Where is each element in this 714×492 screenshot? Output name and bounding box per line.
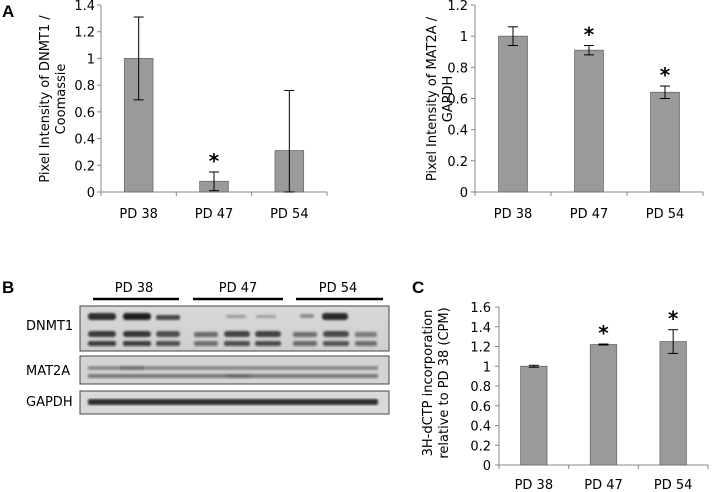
- panel-label-a: A: [2, 2, 14, 21]
- y-tick-label: 0.6: [470, 400, 491, 415]
- y-tick-label: 0.8: [447, 61, 468, 76]
- y-tick-label: 0.2: [447, 155, 468, 170]
- y-tick-label: 0.6: [447, 93, 468, 108]
- y-tick-label: 0: [483, 459, 491, 474]
- y-axis-label-line: Coomassie: [54, 64, 69, 135]
- y-tick-label: 0.8: [470, 380, 491, 395]
- gapdh-bands: [88, 399, 378, 405]
- category-label: PD 47: [570, 207, 609, 222]
- bar: [589, 344, 618, 466]
- dnmt1-bands: [88, 313, 377, 346]
- incorporation-chart: 0 0.2 0.4 0.6 0.8 1 1.2 1.4 1.6 PD 38 * PD 47 * PD 54…: [421, 301, 709, 492]
- y-tick-label: 0: [87, 186, 95, 201]
- bar: [659, 341, 687, 466]
- blot-row-label: MAT2A: [26, 364, 70, 379]
- y-tick-label: 0.2: [470, 439, 491, 454]
- category-label: PD 54: [646, 207, 685, 222]
- y-tick-label: 0.4: [470, 420, 491, 435]
- bar: [574, 49, 604, 193]
- significance-star: *: [668, 307, 679, 331]
- y-axis-label-line: Pixel Intensity of DNMT1 /: [38, 15, 53, 183]
- y-tick-label: 0.4: [447, 124, 468, 139]
- category-label: PD 47: [584, 478, 623, 492]
- category-label: PD 54: [270, 207, 309, 222]
- bar: [520, 365, 548, 466]
- category-label: PD 47: [195, 207, 234, 222]
- bar: [650, 91, 680, 193]
- y-tick-label: 0.4: [74, 133, 95, 148]
- mat2a-chart: 0 0.2 0.4 0.6 0.8 1 1.2 PD 38 * PD 47 * PD 54 Pixel …: [425, 0, 704, 222]
- y-axis-label-line: relative to PD 38 (CPM): [437, 307, 452, 458]
- y-axis-label-line: GAPDH: [441, 76, 456, 123]
- blot-group-label: PD 38: [115, 281, 154, 296]
- y-tick-label: 0: [460, 186, 468, 201]
- significance-star: *: [660, 63, 671, 87]
- y-axis-label: Pixel Intensity of MAT2A /GAPDH: [425, 16, 456, 181]
- dnmt1-chart: 0 0.2 0.4 0.6 0.8 1 1.2 1.4 PD 38 * PD 47 PD 54 Pixe…: [38, 0, 328, 222]
- category-label: PD 38: [119, 207, 158, 222]
- category-label: PD 38: [494, 207, 533, 222]
- panel-label-b: B: [2, 278, 14, 297]
- y-tick-label: 1: [460, 30, 468, 45]
- y-axis-label-line: 3H-dCTP incorporation: [421, 310, 436, 457]
- y-axis-label-line: Pixel Intensity of MAT2A /: [425, 16, 440, 181]
- significance-star: *: [584, 23, 595, 47]
- y-tick-label: 1.2: [470, 341, 491, 356]
- category-label: PD 54: [654, 478, 693, 492]
- y-axis-label: Pixel Intensity of DNMT1 /Coomassie: [38, 15, 69, 183]
- significance-star: *: [209, 149, 220, 173]
- bar: [498, 35, 528, 193]
- y-tick-label: 1.2: [74, 26, 95, 41]
- y-tick-label: 1.6: [470, 301, 491, 316]
- y-tick-label: 0.6: [74, 106, 95, 121]
- y-axis-label: 3H-dCTP incorporationrelative to PD 38 (…: [421, 307, 452, 458]
- blot-group-label: PD 54: [319, 281, 358, 296]
- blot-group-label: PD 47: [219, 281, 258, 296]
- western-blot: PD 38 PD 47 PD 54 DNMT1 MAT2A GAPDH: [26, 281, 390, 415]
- y-tick-label: 1.4: [470, 321, 491, 336]
- blot-row-label: DNMT1: [26, 319, 73, 334]
- panel-label-c: C: [412, 278, 424, 297]
- significance-star: *: [598, 321, 609, 345]
- category-label: PD 38: [515, 478, 554, 492]
- y-tick-label: 1: [87, 52, 95, 67]
- y-tick-label: 1.4: [74, 0, 95, 14]
- y-tick-label: 1: [483, 360, 491, 375]
- y-tick-label: 0.2: [74, 159, 95, 174]
- mat2a-bands: [88, 366, 378, 378]
- y-tick-label: 1.2: [447, 0, 468, 14]
- y-tick-label: 0.8: [74, 79, 95, 94]
- blot-row-label: GAPDH: [26, 395, 73, 410]
